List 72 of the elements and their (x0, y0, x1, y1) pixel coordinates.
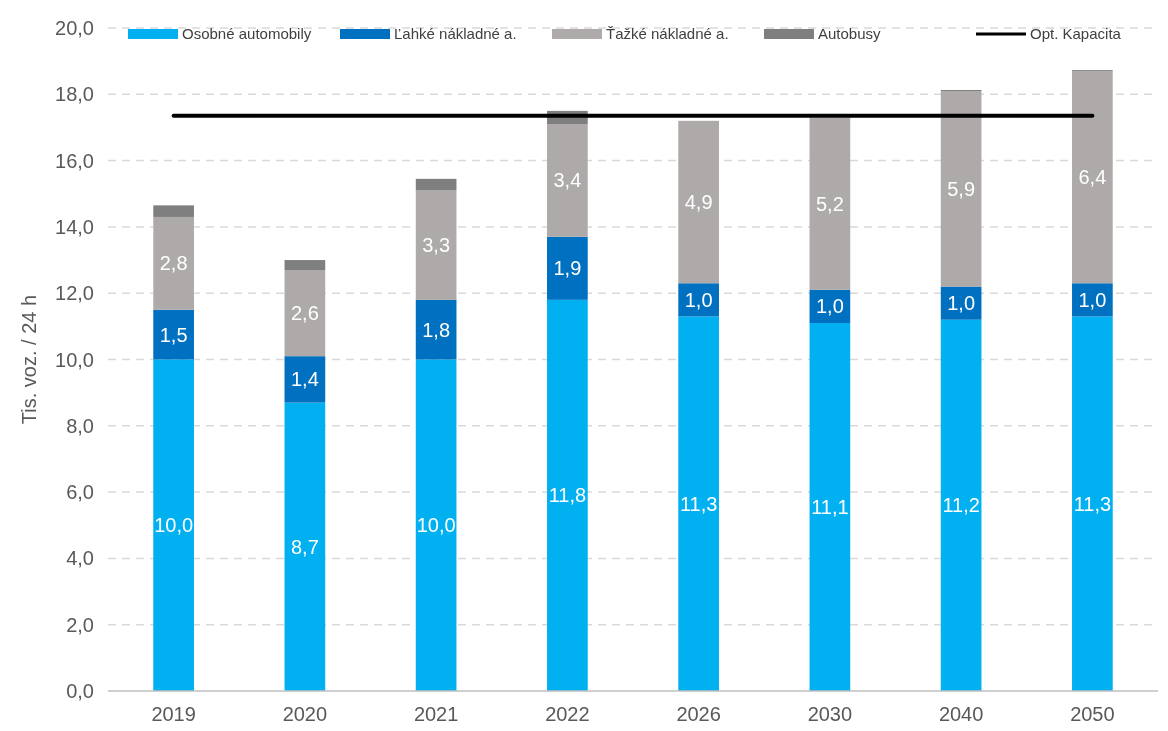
x-tick-label: 2050 (1070, 703, 1115, 725)
bar (415, 190, 457, 300)
data-label: 1,4 (290, 368, 319, 391)
bar (153, 205, 194, 217)
bar (940, 319, 982, 691)
x-tick-label: 2040 (938, 703, 984, 725)
data-label: 11,3 (1073, 492, 1112, 515)
x-tick-label: 2030 (807, 703, 853, 725)
data-label: 4,9 (684, 191, 713, 214)
y-tick-label: 12,0 (55, 282, 94, 305)
data-label: 1,0 (947, 292, 976, 315)
data-label: 11,3 (679, 492, 718, 515)
legend-label: Osobné automobily (182, 25, 312, 43)
y-tick-label: 2,0 (66, 613, 94, 636)
bar (153, 216, 194, 310)
data-label: 3,4 (553, 169, 582, 192)
data-label: 10,0 (416, 514, 456, 537)
y-tick-label: 6,0 (66, 481, 94, 504)
legend-label: Ľahké nákladné a. (394, 25, 517, 43)
bar (547, 299, 588, 691)
data-label: 8,7 (290, 535, 319, 558)
legend-label: Opt. Kapacita (1030, 25, 1122, 43)
data-label: 3,3 (422, 234, 451, 257)
data-label: 1,0 (1078, 288, 1107, 311)
data-label: 6,4 (1078, 166, 1107, 189)
bar (415, 178, 457, 191)
bar (809, 117, 851, 290)
data-label: 2,8 (159, 252, 188, 275)
y-tick-label: 20,0 (55, 17, 94, 39)
y-tick-label: 18,0 (55, 83, 94, 106)
bar (415, 359, 457, 691)
bar (809, 323, 851, 691)
bar (547, 236, 588, 300)
y-tick-label: 4,0 (66, 547, 94, 570)
data-label: 1,0 (815, 295, 844, 318)
bar (153, 309, 194, 360)
bar (547, 124, 588, 237)
bar (284, 270, 326, 357)
data-label: 11,1 (811, 496, 849, 519)
x-tick-label: 2022 (545, 703, 590, 725)
data-label: 1,9 (553, 257, 582, 280)
data-label: 1,5 (159, 323, 188, 346)
bar (1072, 71, 1113, 284)
bar (284, 356, 326, 403)
data-label: 11,8 (548, 484, 587, 507)
y-tick-label: 16,0 (55, 149, 94, 172)
x-tick-label: 2019 (151, 703, 196, 725)
legend-label: Autobusy (818, 25, 882, 43)
data-label: 5,9 (947, 177, 976, 200)
y-tick-label: 8,0 (66, 414, 94, 437)
x-tick-label: 2020 (282, 703, 328, 725)
x-tick-label: 2026 (676, 703, 721, 725)
bar (678, 120, 719, 284)
y-tick-label: 0,0 (66, 680, 94, 702)
bar (415, 299, 457, 360)
bar (284, 260, 326, 270)
data-label: 11,2 (942, 494, 980, 517)
x-tick-label: 2021 (413, 703, 459, 725)
bar (940, 90, 982, 287)
y-tick-label: 14,0 (55, 215, 94, 238)
bar (153, 359, 194, 691)
y-axis-title: Tis. voz. / 24 h (18, 294, 40, 425)
bar (1072, 316, 1113, 691)
data-label: 2,6 (290, 302, 319, 325)
legend-label: Ťažké nákladné a. (606, 25, 729, 43)
data-label: 1,8 (422, 318, 451, 341)
bar (678, 316, 719, 691)
bar (284, 402, 326, 691)
data-label: 5,2 (815, 192, 844, 215)
y-tick-label: 10,0 (55, 348, 94, 371)
data-label: 1,0 (684, 288, 713, 311)
data-label: 10,0 (154, 514, 194, 537)
